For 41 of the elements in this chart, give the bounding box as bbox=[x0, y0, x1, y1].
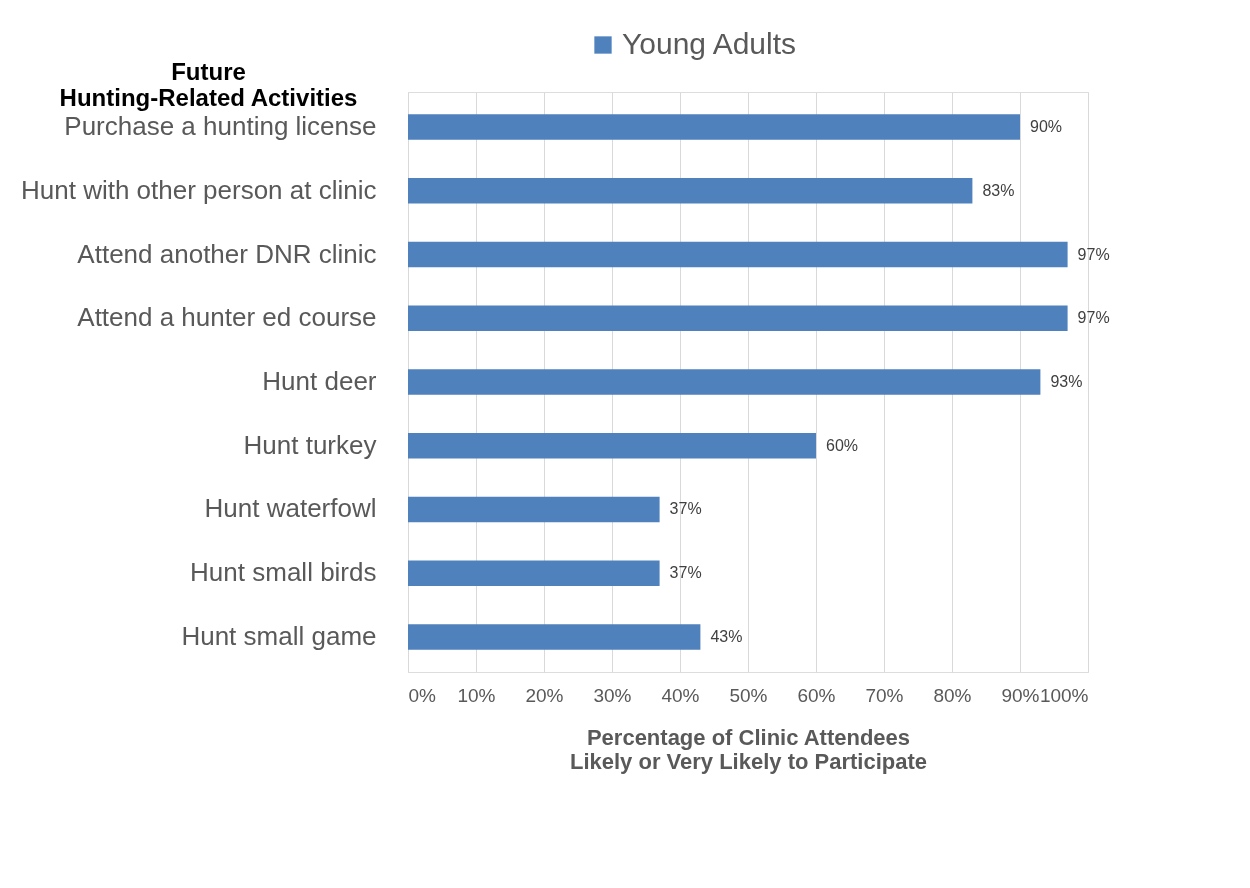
y-tick-label: Hunt small birds bbox=[190, 557, 377, 588]
x-tick-label: 70% bbox=[865, 684, 904, 706]
x-axis-title: Percentage of Clinic Attendees Likely or Very Likely to Participate bbox=[569, 724, 928, 774]
x-tick-label: 20% bbox=[525, 684, 564, 706]
bar bbox=[408, 432, 816, 459]
y-tick-label: Attend another DNR clinic bbox=[77, 238, 377, 269]
x-tick-label: 80% bbox=[933, 684, 972, 706]
y-axis-title: Future Hunting-Related Activities bbox=[59, 57, 358, 111]
x-tick-label: 90% bbox=[1001, 684, 1040, 706]
bar bbox=[408, 114, 1020, 140]
data-label: 97% bbox=[1077, 245, 1110, 263]
x-tick-label: 40% bbox=[661, 684, 700, 706]
x-tick-label: 10% bbox=[457, 684, 496, 706]
bar bbox=[408, 496, 660, 523]
data-label: 37% bbox=[669, 564, 702, 582]
x-tick-label: 50% bbox=[729, 684, 768, 706]
y-tick-label: Hunt turkey bbox=[243, 429, 377, 460]
data-label: 60% bbox=[826, 436, 859, 454]
data-label: 97% bbox=[1077, 309, 1110, 327]
y-tick-label: Hunt waterfowl bbox=[204, 493, 377, 524]
data-label: 90% bbox=[1030, 118, 1063, 136]
y-tick-label: Attend a hunter ed course bbox=[77, 302, 377, 333]
legend-label: Young Adults bbox=[622, 27, 797, 60]
bar bbox=[408, 241, 1068, 268]
x-tick-label: 30% bbox=[593, 684, 632, 706]
x-tick-label: 0% bbox=[408, 684, 437, 706]
bar bbox=[408, 178, 973, 204]
bar bbox=[408, 560, 660, 586]
y-tick-label: Hunt deer bbox=[262, 366, 377, 396]
y-tick-label: Hunt small game bbox=[181, 620, 377, 651]
data-label: 93% bbox=[1050, 373, 1083, 390]
bar bbox=[408, 624, 701, 650]
data-label: 43% bbox=[710, 627, 743, 645]
bar bbox=[408, 305, 1068, 332]
x-tick-label: 100% bbox=[1039, 684, 1089, 706]
bar bbox=[408, 369, 1041, 395]
data-label: 37% bbox=[669, 500, 702, 518]
y-tick-label: Purchase a hunting license bbox=[64, 111, 377, 142]
x-tick-label: 60% bbox=[797, 684, 836, 706]
y-tick-label: Hunt with other person at clinic bbox=[20, 174, 377, 205]
data-label: 83% bbox=[982, 181, 1015, 199]
